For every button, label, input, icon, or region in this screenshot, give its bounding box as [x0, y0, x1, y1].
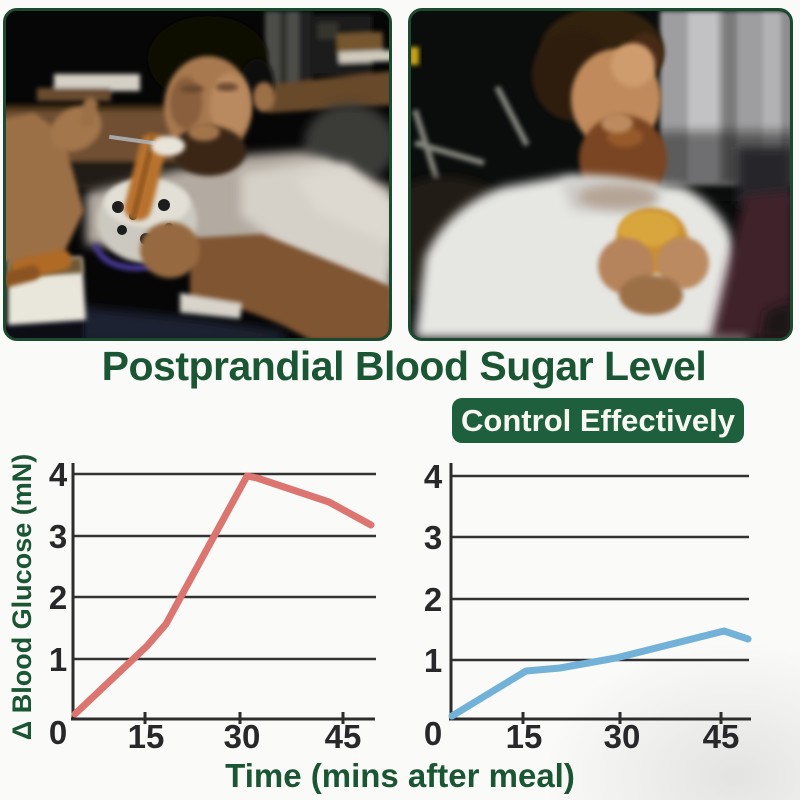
- svg-text:15: 15: [506, 718, 543, 755]
- svg-text:3: 3: [49, 518, 67, 555]
- svg-text:Time (mins after meal): Time (mins after meal): [225, 757, 575, 794]
- svg-text:45: 45: [703, 718, 740, 755]
- svg-text:0: 0: [49, 714, 67, 751]
- svg-text:30: 30: [224, 718, 261, 755]
- svg-text:0: 0: [424, 715, 442, 752]
- svg-text:4: 4: [49, 456, 68, 493]
- svg-text:15: 15: [128, 718, 165, 755]
- svg-text:2: 2: [49, 579, 67, 616]
- svg-text:45: 45: [325, 718, 362, 755]
- svg-text:1: 1: [424, 642, 442, 679]
- svg-text:30: 30: [604, 718, 641, 755]
- svg-text:Δ Blood Glucose (mN): Δ Blood Glucose (mN): [7, 454, 37, 740]
- svg-text:3: 3: [424, 519, 442, 556]
- svg-text:4: 4: [424, 458, 443, 495]
- svg-text:2: 2: [424, 581, 442, 618]
- svg-text:1: 1: [49, 641, 67, 678]
